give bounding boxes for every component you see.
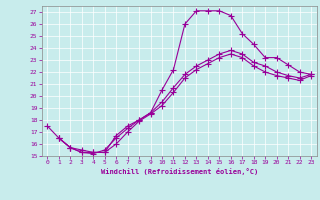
- X-axis label: Windchill (Refroidissement éolien,°C): Windchill (Refroidissement éolien,°C): [100, 168, 258, 175]
